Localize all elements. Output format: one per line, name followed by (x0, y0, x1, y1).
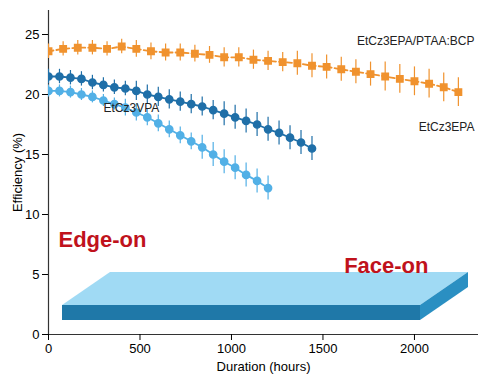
svg-text:Efficiency (%): Efficiency (%) (10, 133, 25, 212)
svg-text:2000: 2000 (400, 341, 429, 356)
svg-text:EtCz3EPA: EtCz3EPA (419, 120, 475, 134)
svg-text:20: 20 (25, 87, 39, 102)
svg-text:15: 15 (25, 147, 39, 162)
svg-text:5: 5 (32, 267, 39, 282)
svg-text:1500: 1500 (309, 341, 338, 356)
svg-text:Duration (hours): Duration (hours) (217, 359, 311, 374)
svg-text:EtCz3VPA: EtCz3VPA (104, 101, 160, 115)
svg-text:Face-on: Face-on (344, 253, 428, 278)
svg-text:EtCz3EPA/PTAA:BCP: EtCz3EPA/PTAA:BCP (357, 34, 475, 48)
svg-text:500: 500 (129, 341, 151, 356)
svg-text:0: 0 (32, 327, 39, 342)
svg-text:0: 0 (45, 341, 52, 356)
svg-text:10: 10 (25, 207, 39, 222)
svg-text:Edge-on: Edge-on (59, 227, 147, 252)
svg-text:1000: 1000 (217, 341, 246, 356)
svg-text:25: 25 (25, 27, 39, 42)
